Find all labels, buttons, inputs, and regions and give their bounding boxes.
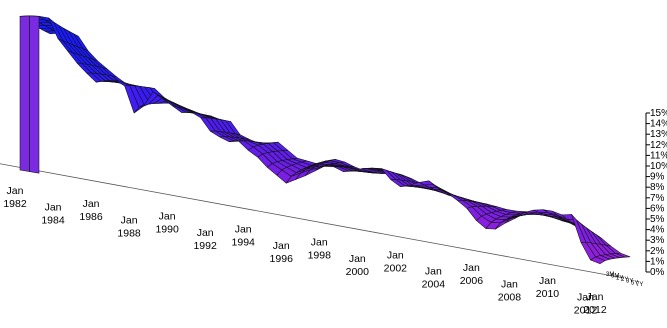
time-tick-month: Jan [83,198,100,210]
z-axis-tick-label: 5% [650,214,665,225]
time-tick-year: 1998 [308,249,332,261]
time-tick-month: Jan [121,214,138,226]
z-axis-tick-label: 8% [650,182,665,193]
z-axis-tick-label: 11% [650,150,667,161]
time-tick-month: Jan [387,249,404,261]
maturity-tick-label: 5Y [631,280,638,286]
z-axis-tick-label: 6% [650,203,665,214]
time-tick-label: Jan 2000 [346,253,370,278]
time-tick-year: 1992 [193,240,217,252]
label-layer: 0%1%2%3%4%5%6%7%8%9%10%11%12%13%14%15% 3M… [3,108,667,316]
z-axis-tick-label: 10% [650,161,667,172]
time-tick-year: 2008 [498,292,522,304]
time-tick-label: Jan 1992 [193,227,217,252]
time-tick-label: Jan 1986 [79,198,103,223]
axis-layer [0,112,650,279]
time-tick-year: 2002 [384,262,408,274]
time-tick-month: Jan [311,236,328,248]
z-axis-tick-label: 15% [650,108,667,119]
time-tick-year: 2012 [574,304,598,316]
z-axis-tick-label: 13% [650,129,667,140]
surface-edge [29,15,40,174]
time-tick-month: Jan [159,211,176,223]
z-axis-tick-label: 12% [650,140,667,151]
z-axis-tick-label: 1% [650,256,665,267]
surface-cell [590,256,606,265]
time-tick-year: 1996 [270,253,294,265]
z-axis-tick-label: 4% [650,225,665,236]
time-tick-label: Jan 2010 [536,275,560,300]
time-tick-label: Jan 2002 [384,249,408,274]
time-tick-year: 1986 [79,211,103,223]
time-tick-year: 2000 [346,266,370,278]
maturity-tick-label: 3Y [626,279,633,285]
time-tick-label: Jan 1982 [3,185,27,210]
maturity-tick-label: 3M [606,272,614,278]
z-axis-tick-label: 7% [650,193,665,204]
time-tick-month: Jan [577,291,594,303]
time-tick-month: Jan [197,227,214,239]
time-tick-year: 1984 [41,214,65,226]
time-tick-label: Jan 2012 [583,291,607,316]
z-axis-tick-label: 2% [650,246,665,257]
time-tick-month: Jan [425,266,442,278]
time-tick-label: Jan 2006 [460,262,484,287]
time-tick-month: Jan [349,253,366,265]
time-tick-month: Jan [45,201,62,213]
time-tick-year: 2010 [536,288,560,300]
time-tick-month: Jan [539,275,556,287]
time-tick-year: 2004 [422,279,446,291]
surface-edge [19,15,30,172]
time-tick-month: Jan [463,262,480,274]
time-tick-year: 1990 [155,224,179,236]
time-tick-year: 1988 [117,227,141,239]
time-tick-label: Jan 1994 [232,224,256,249]
time-tick-month: Jan [501,279,518,291]
time-tick-year: 1982 [3,198,27,210]
maturity-tick-label: 7Y [636,282,643,288]
maturity-tick-label: 1Y [616,275,623,281]
time-tick-month: Jan [7,185,24,197]
time-tick-label: Jan 2008 [498,279,522,304]
time-tick-label: Jan 2004 [422,266,446,291]
z-axis-tick-label: 9% [650,172,665,183]
time-tick-month: Jan [273,240,290,252]
time-tick-label: Jan 2012 [574,291,598,316]
maturity-tick-label: 6M [611,274,619,280]
time-tick-label: Jan 1998 [308,236,332,261]
time-tick-month: Jan [235,224,252,236]
surface-layer [19,15,631,265]
time-tick-year: 2012 [583,304,607,316]
time-tick-month: Jan [587,291,604,303]
time-axis-line [0,163,625,279]
time-tick-label: Jan 1990 [155,211,179,236]
z-axis-tick-label: 0% [650,267,665,278]
time-tick-label: Jan 1996 [270,240,294,265]
time-tick-year: 1994 [232,237,256,249]
time-tick-label: Jan 1988 [117,214,141,239]
maturity-tick-label: 2Y [621,277,628,283]
z-axis-tick-label: 14% [650,119,667,130]
z-axis-tick-label: 3% [650,235,665,246]
time-tick-label: Jan 1984 [41,201,65,226]
time-tick-year: 2006 [460,275,484,287]
